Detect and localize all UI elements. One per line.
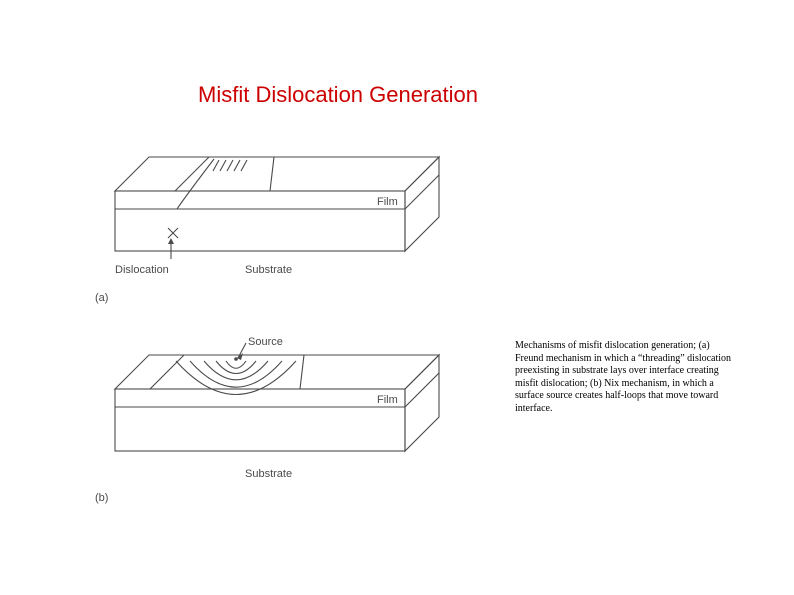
page-title: Misfit Dislocation Generation <box>198 82 478 108</box>
figure-caption: Mechanisms of misfit dislocation generat… <box>515 340 735 415</box>
diagram-a: FilmhDislocationSubstrate(a) <box>95 145 445 305</box>
diagram-b: FilmhSourceSubstrate(b) <box>95 325 445 505</box>
svg-text:(a): (a) <box>95 292 108 304</box>
svg-text:Dislocation: Dislocation <box>115 264 169 276</box>
svg-text:Substrate: Substrate <box>245 264 292 276</box>
svg-text:Source: Source <box>248 336 283 348</box>
svg-text:(b): (b) <box>95 492 108 504</box>
svg-text:Film: Film <box>377 394 398 406</box>
svg-text:Substrate: Substrate <box>245 468 292 480</box>
svg-text:Film: Film <box>377 196 398 208</box>
